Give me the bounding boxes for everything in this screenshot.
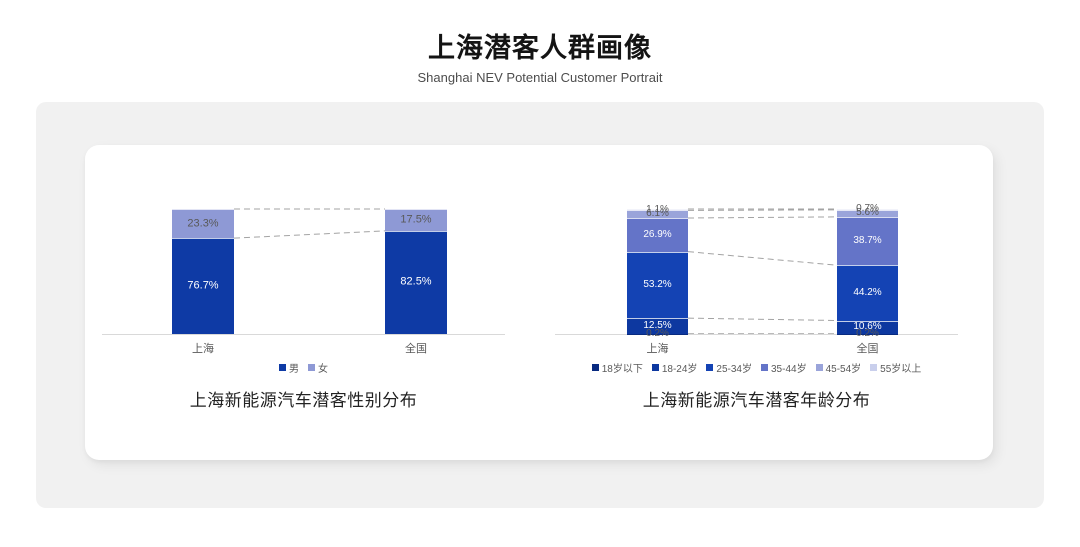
bar-segment-18岁以下 xyxy=(627,333,688,334)
gender-chart-caption: 上海新能源汽车潜客性别分布 xyxy=(189,391,418,410)
category-label: 全国 xyxy=(856,343,879,355)
legend-item: 35-44岁 xyxy=(761,360,807,375)
legend-item: 45-54岁 xyxy=(815,360,862,375)
legend-label: 25-34岁 xyxy=(716,364,752,375)
legend-color-swatch xyxy=(308,364,315,371)
bar-segment-35-44岁 xyxy=(627,218,688,252)
content-panel: 76.7% 23.3% 82.5% 17.5% 男女 上海新能源汽车潜客性别分布 上海… xyxy=(36,102,1044,508)
legend-color-swatch xyxy=(761,364,768,371)
gender-distribution-chart: 76.7% 23.3% 82.5% 17.5% 男女 上海新能源汽车潜客性别分布 上海… xyxy=(102,145,505,460)
segment-value-label: 5.6% xyxy=(856,207,879,219)
segment-value-label: 6.1% xyxy=(646,208,669,220)
connector-lines xyxy=(233,208,386,239)
category-label: 全国 xyxy=(405,343,427,355)
age-chart-legend: 18岁以下 18-24岁 25-34岁 35-44岁 45-54岁 55岁以上 xyxy=(555,360,958,375)
legend-label: 18-24岁 xyxy=(661,364,698,375)
bar-segment-18-24岁 xyxy=(627,318,688,334)
legend-item: 女 xyxy=(308,360,328,375)
legend-color-swatch xyxy=(651,364,659,371)
bar-segment-18-24岁 xyxy=(837,320,898,334)
bar-segment-55岁以上 xyxy=(837,209,898,210)
segment-value-label: 1.1% xyxy=(646,203,669,215)
bar-segment-25-34岁 xyxy=(837,265,898,321)
segment-value-label: 76.7% xyxy=(187,279,219,292)
page-header: 上海潜客人群画像 Shanghai NEV Potential Customer… xyxy=(0,26,1080,85)
segment-value-label: 17.5% xyxy=(400,213,432,226)
legend-item: 18岁以下 xyxy=(591,360,643,375)
legend-label: 男 xyxy=(289,364,299,375)
legend-color-swatch xyxy=(591,364,599,371)
legend-item: 25-34岁 xyxy=(706,360,752,375)
legend-label: 55岁以上 xyxy=(880,364,922,375)
age-chart-plot: 0.2% 12.5% 53.2% 26.9% 6.1% 1.1% 0.2% 10.6% 44.2… xyxy=(555,204,958,338)
bar-segment-25-34岁 xyxy=(627,251,688,319)
segment-value-label: 26.9% xyxy=(643,228,672,240)
legend-color-swatch xyxy=(706,364,714,371)
gender-chart-legend: 男女 xyxy=(102,360,505,375)
legend-label: 35-44岁 xyxy=(771,364,807,375)
legend-item: 18-24岁 xyxy=(651,360,698,375)
legend-color-swatch xyxy=(870,364,878,371)
category-label: 上海 xyxy=(646,343,669,355)
page-subtitle: Shanghai NEV Potential Customer Portrait xyxy=(417,70,663,85)
segment-value-label: 53.2% xyxy=(643,278,672,290)
segment-value-label: 12.5% xyxy=(643,319,672,331)
page-title: 上海潜客人群画像 xyxy=(428,33,652,63)
bar-segment-45-54岁 xyxy=(837,209,898,217)
gender-chart-plot: 76.7% 23.3% 82.5% 17.5% xyxy=(102,208,505,335)
segment-value-label: 0.7% xyxy=(856,203,879,215)
age-distribution-chart: 0.2% 12.5% 53.2% 26.9% 6.1% 1.1% 0.2% 10.6% 44.2… xyxy=(555,145,958,460)
segment-value-label: 38.7% xyxy=(853,235,882,247)
segment-value-label: 82.5% xyxy=(400,275,432,288)
charts-card: 76.7% 23.3% 82.5% 17.5% 男女 上海新能源汽车潜客性别分布 上海… xyxy=(85,145,993,460)
legend-label: 女 xyxy=(318,364,328,375)
bar-segment-18岁以下 xyxy=(837,333,898,334)
legend-label: 18岁以下 xyxy=(601,364,643,375)
legend-color-swatch xyxy=(815,364,823,371)
legend-color-swatch xyxy=(279,364,286,371)
bar-segment-男 xyxy=(385,230,447,334)
segment-value-label: 23.3% xyxy=(187,217,219,230)
bar-segment-55岁以上 xyxy=(627,209,688,211)
legend-label: 45-54岁 xyxy=(825,364,862,375)
x-axis-line xyxy=(102,334,505,335)
category-label: 上海 xyxy=(192,343,214,355)
bar-segment-女 xyxy=(385,209,447,231)
segment-value-label: 0.2% xyxy=(646,327,669,339)
bar-segment-男 xyxy=(172,238,234,334)
bar-segment-女 xyxy=(172,209,234,239)
segment-value-label: 44.2% xyxy=(853,286,882,298)
x-axis-line xyxy=(555,334,958,335)
age-chart-caption: 上海新能源汽车潜客年龄分布 xyxy=(642,391,871,410)
bar-segment-35-44岁 xyxy=(837,216,898,266)
legend-item: 55岁以上 xyxy=(870,360,921,375)
segment-value-label: 10.6% xyxy=(853,321,882,333)
segment-value-label: 0.2% xyxy=(856,327,879,339)
legend-item: 男 xyxy=(279,360,299,375)
connector-lines xyxy=(687,208,838,335)
bar-segment-45-54岁 xyxy=(627,210,688,218)
